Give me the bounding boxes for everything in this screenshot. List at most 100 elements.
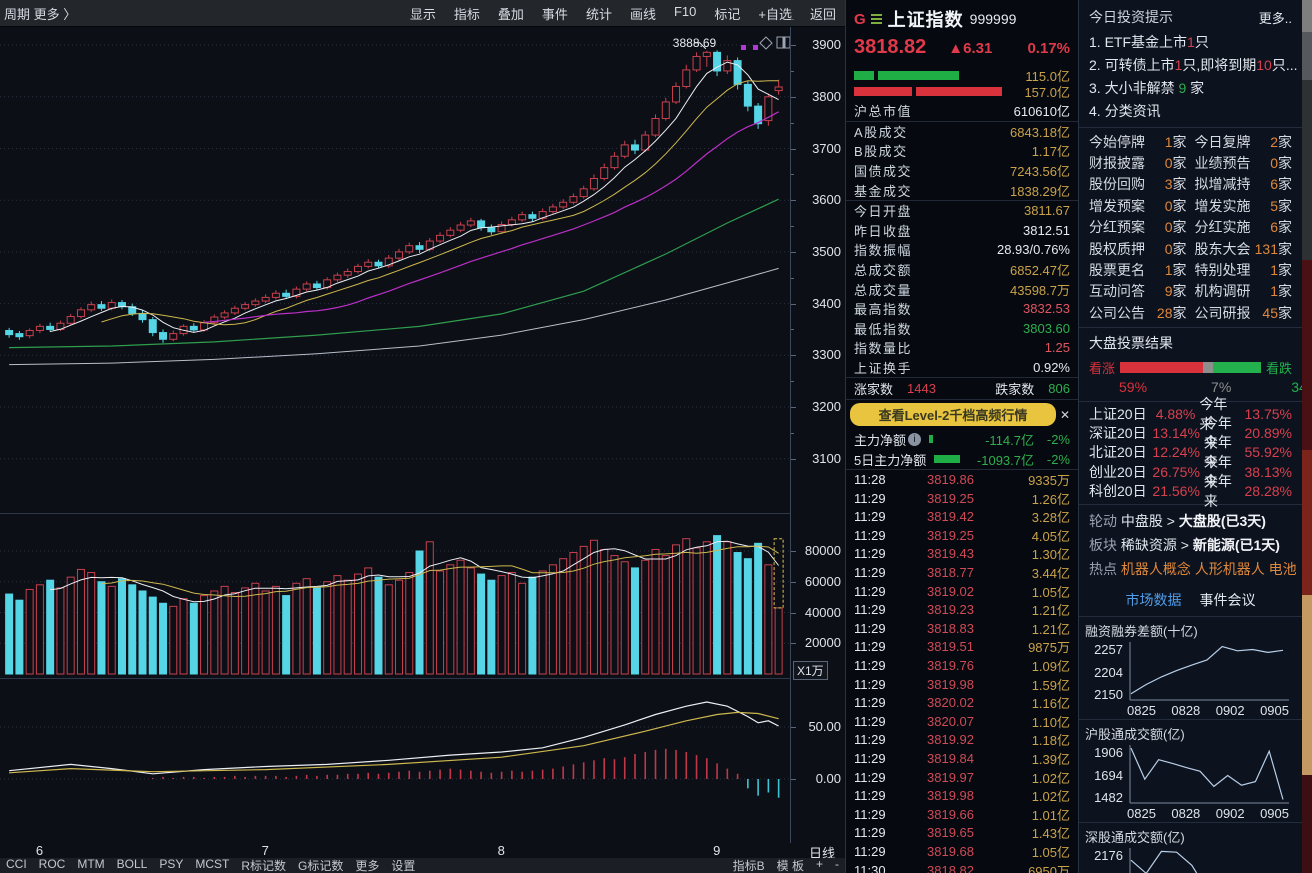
period-menu[interactable]: 周期 更多 〉 [4,6,77,22]
toolbar-button-标记[interactable]: 标记 [714,6,741,22]
hot-topics-row[interactable]: 热点 机器人概念 人形机器人 电池 [1089,561,1297,578]
market-tabs: 市场数据 事件会议 [1079,585,1302,618]
volume-unit-label: X1万 [793,661,828,680]
toolbar-button-画线[interactable]: 画线 [629,6,656,22]
indicator-button-更多[interactable]: 更多 [355,859,380,873]
indicator-button-设置[interactable]: 设置 [391,859,416,873]
indicator-button-G标记数[interactable]: G标记数 [298,859,344,873]
sz-connect-chart[interactable] [1127,848,1289,873]
tick-price: 3819.97 [927,769,974,785]
stat-name[interactable]: 今始停牌 [1089,133,1145,150]
period-label[interactable]: 日线 [808,846,835,861]
toolbar-button-+自选[interactable]: +自选 [758,6,792,22]
stat-name[interactable]: 互动问答 [1089,283,1145,300]
indicator-button-MTM[interactable]: MTM [77,857,105,871]
price-change-pct: 0.17% [1027,40,1070,57]
main-flow-row: 主力净额 i -114.7亿 -2% [846,429,1078,449]
tick-time: 11:29 [854,788,886,804]
sh-connect-chart[interactable] [1127,745,1289,805]
volume-estimate-box [773,538,784,609]
stat-name[interactable]: 增发实施 [1194,197,1251,214]
tick-list[interactable]: 11:28 3819.86 9335万 11:29 3819.25 1.26亿 11:29 3… [846,469,1078,873]
sector-row[interactable]: 板块 稀缺资源 > 新能源(已1天) [1089,537,1280,554]
tick-row: 11:29 3819.65 1.43亿 [846,824,1078,843]
stat-name[interactable]: 增发预案 [1089,197,1145,214]
ytd-value: 20.89% [1244,425,1292,442]
stat-name[interactable]: 今日复牌 [1194,133,1251,150]
level2-banner[interactable]: 查看Level-2千档高频行情 [850,403,1056,427]
indicator-button-CCI[interactable]: CCI [6,857,27,871]
stat-name[interactable]: 分红实施 [1194,219,1251,236]
indicator-button-模 板[interactable]: 模 板 [776,859,804,873]
rotation-section: 轮动 中盘股 > 大盘股(已3天) 板块 稀缺资源 > 新能源(已1天) 热点 … [1079,504,1302,585]
indicator-button-BOLL[interactable]: BOLL [116,857,148,871]
toolbar-button-F10[interactable]: F10 [673,3,697,19]
indicator-button-R标记数[interactable]: R标记数 [241,859,287,873]
macd-chart[interactable] [0,678,790,843]
axis-tick [791,277,794,279]
decliners-count: 806 [1048,381,1070,397]
stat-label: 上证换手 [854,361,913,377]
buy-value: 115.0亿 [1025,68,1070,84]
advancers-decliners-row: 涨家数 1443 跌家数 806 [846,378,1078,401]
close-icon[interactable]: ✕ [1059,407,1070,422]
index-name[interactable]: 上证指数 [887,10,964,30]
tip-item[interactable]: 3. 大小非解禁 9 家 [1089,80,1205,96]
toolbar-button-指标[interactable]: 指标 [453,6,480,22]
indicator-button-指标B[interactable]: 指标B [732,859,765,873]
tick-time: 11:29 [854,527,886,543]
tick-row: 11:29 3819.66 1.01亿 [846,805,1078,824]
stat-name[interactable]: 业绩预告 [1194,155,1251,172]
tip-item[interactable]: 2. 可转债上市1只,即将到期10只... [1089,57,1298,73]
stat-row: 最高指数 3832.53 [846,299,1078,319]
toolbar-button-返回[interactable]: 返回 [809,6,836,22]
indicator-button-+[interactable]: + [815,857,823,871]
stat-name[interactable]: 分红预案 [1089,219,1145,236]
toolbar-button-事件[interactable]: 事件 [541,6,568,22]
tick-volume: 1.18亿 [1031,733,1070,749]
axis-tick [791,226,794,228]
stat-name[interactable]: 特别处理 [1194,262,1251,279]
index-code: 999999 [969,11,1017,27]
vote-down-label: 看跌 [1265,360,1292,376]
tab-市场数据[interactable]: 市场数据 [1125,592,1182,609]
volume-chart[interactable] [0,513,790,678]
vote-up-label: 看涨 [1089,360,1116,376]
toolbar-button-统计[interactable]: 统计 [585,6,612,22]
stat-name[interactable]: 股权质押 [1089,240,1145,257]
stat-name[interactable]: 财报披露 [1089,155,1145,172]
stat-name[interactable]: 公司研报 [1194,304,1251,321]
stat-name[interactable]: 拟增减持 [1194,176,1251,193]
indicator-button-PSY[interactable]: PSY [159,857,184,871]
kline-chart[interactable]: 3888.69 [0,27,790,513]
tab-事件会议[interactable]: 事件会议 [1199,592,1256,609]
tick-price: 3819.98 [927,788,974,804]
tip-item[interactable]: 4. 分类资讯 [1089,103,1161,119]
vote-bar[interactable] [1120,361,1261,373]
stat-row: 指数量比 1.25 [846,338,1078,358]
stat-name[interactable]: 机构调研 [1194,283,1251,300]
rotation-row[interactable]: 轮动 中盘股 > 大盘股(已3天) [1089,513,1266,530]
tick-time: 11:29 [854,546,886,562]
more-link[interactable]: 更多.. [1258,10,1292,26]
index-period-label: 深证20日 [1089,425,1147,442]
mini-y-label: 2204 [1094,664,1123,680]
tick-row: 11:29 3819.51 9875万 [846,638,1078,657]
mini-y-label: 2257 [1094,642,1123,658]
toolbar-button-叠加[interactable]: 叠加 [497,6,524,22]
tick-row: 11:30 3818.82 6950万 [846,861,1078,873]
toolbar-button-显示[interactable]: 显示 [409,6,436,22]
indicator-button--[interactable]: - [835,857,839,871]
stat-name[interactable]: 股东大会 [1194,240,1251,257]
stat-name[interactable]: 公司公告 [1089,304,1145,321]
stat-name[interactable]: 股票更名 [1089,262,1145,279]
margin-balance-chart[interactable] [1127,642,1289,702]
stat-name[interactable]: 股份回购 [1089,176,1145,193]
tip-item[interactable]: 1. ETF基金上市1只 [1089,34,1209,50]
indicator-button-MCST[interactable]: MCST [195,857,230,871]
indicator-button-ROC[interactable]: ROC [38,857,66,871]
menu-icon[interactable] [870,12,882,26]
buy-bar-row: 115.0亿 [854,67,1070,84]
info-icon[interactable]: i [908,432,922,446]
tick-volume: 9875万 [1028,640,1070,656]
